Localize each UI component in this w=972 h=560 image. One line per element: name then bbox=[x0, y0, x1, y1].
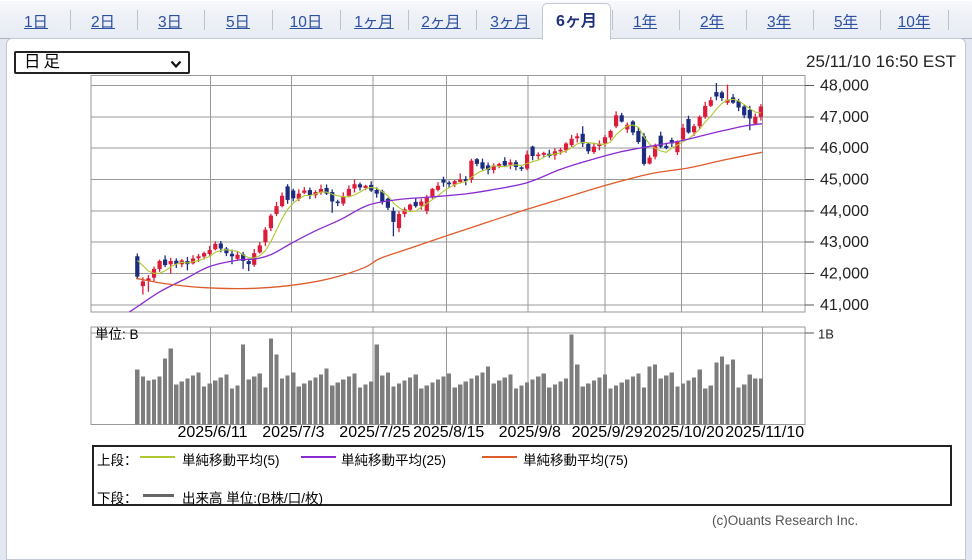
svg-text:2025/11/10: 2025/11/10 bbox=[725, 424, 804, 441]
svg-text:2025/10/20: 2025/10/20 bbox=[644, 424, 724, 441]
svg-text:1B: 1B bbox=[818, 327, 834, 342]
svg-text:2025/7/3: 2025/7/3 bbox=[262, 424, 324, 441]
svg-text:43,000: 43,000 bbox=[820, 234, 869, 251]
svg-text:46,000: 46,000 bbox=[820, 140, 869, 157]
svg-text:2025/9/8: 2025/9/8 bbox=[499, 424, 561, 441]
svg-text:2025/9/29: 2025/9/29 bbox=[572, 424, 643, 441]
svg-text:44,000: 44,000 bbox=[820, 203, 869, 220]
svg-text:47,000: 47,000 bbox=[820, 109, 869, 126]
svg-text:41,000: 41,000 bbox=[820, 297, 869, 314]
svg-text:45,000: 45,000 bbox=[820, 172, 869, 189]
svg-text:48,000: 48,000 bbox=[820, 78, 869, 95]
svg-text:42,000: 42,000 bbox=[820, 266, 869, 283]
svg-text:2025/7/25: 2025/7/25 bbox=[339, 424, 410, 441]
svg-text:2025/6/11: 2025/6/11 bbox=[178, 424, 248, 441]
svg-text:2025/8/15: 2025/8/15 bbox=[413, 424, 484, 441]
svg-text:単位: B: 単位: B bbox=[95, 327, 139, 342]
